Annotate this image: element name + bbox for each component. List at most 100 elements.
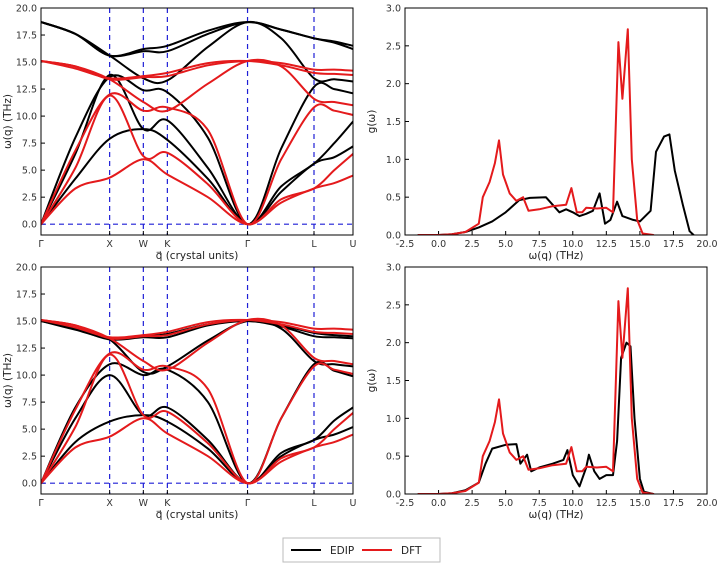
y-tick-label: 15.0 [16, 317, 37, 328]
axes-frame [40, 266, 354, 495]
edip-branch-line [41, 21, 353, 58]
x-tick-label: 0.0 [431, 498, 446, 509]
x-tick-label: 12.5 [596, 239, 617, 250]
y-axis-label: g(ω) [366, 369, 378, 393]
x-tick-label: -2.5 [396, 498, 415, 509]
panel-dispersion-bottom: 0.0 2.5 5.0 7.5 10.0 12.5 15.0 17.5 20.0 Γ X W K Γ L Uq… [2, 263, 357, 522]
edip-branch-line [41, 20, 353, 85]
x-tick-label: -2.5 [396, 239, 415, 250]
x-tick-label: W [139, 498, 149, 509]
legend: EDIP DFT [282, 537, 441, 563]
x-tick-label: 20.0 [696, 239, 717, 250]
y-tick-label: 5.0 [22, 166, 37, 177]
panel-dos-bottom: 0.00.51.01.52.02.53.0-2.5 0.0 2.5 5.0 7.5 10.… [366, 263, 718, 522]
x-tick-label: X [106, 498, 113, 509]
y-tick-label: 2.5 [22, 452, 37, 463]
y-axis-label: ω(q) (THz) [2, 94, 14, 149]
x-tick-label: 2.5 [465, 498, 480, 509]
y-tick-label: 1.0 [386, 155, 401, 166]
dft-dos-line [417, 287, 655, 494]
y-tick-label: 1.5 [386, 376, 401, 387]
x-tick-label: L [311, 239, 317, 250]
edip-branch-line [41, 73, 353, 226]
edip-dos-line [417, 341, 655, 494]
x-tick-label: U [350, 498, 357, 509]
x-axis-label: q⃗ (crystal units) [156, 250, 239, 262]
y-tick-label: 0.0 [386, 490, 401, 501]
panel-dispersion-top: 0.0 2.5 5.0 7.5 10.0 12.5 15.0 17.5 20.0 Γ X W K Γ L Uq… [2, 4, 357, 263]
legend-edip-label: EDIP [330, 545, 354, 557]
axes-frame [404, 7, 708, 236]
x-tick-label: 20.0 [696, 498, 717, 509]
dft-dos-line [417, 28, 655, 235]
x-tick-label: 12.5 [596, 498, 617, 509]
y-tick-label: 12.5 [16, 85, 37, 96]
axes-frame [40, 7, 354, 236]
y-tick-label: 0.0 [22, 479, 37, 490]
y-tick-label: 0.0 [386, 231, 401, 242]
dft-branch-line [41, 317, 353, 372]
x-tick-label: 2.5 [465, 239, 480, 250]
x-tick-label: 7.5 [532, 239, 547, 250]
dft-branch-line [41, 92, 353, 226]
x-tick-label: 7.5 [532, 498, 547, 509]
y-tick-label: 10.0 [16, 371, 37, 382]
x-axis-label: ω(q) (THz) [528, 509, 583, 521]
x-axis-label: ω(q) (THz) [528, 250, 583, 262]
y-tick-label: 7.5 [22, 139, 37, 150]
y-tick-label: 3.0 [386, 263, 401, 274]
y-tick-label: 2.5 [22, 193, 37, 204]
dft-branch-line [41, 318, 353, 339]
edip-branch-line [41, 21, 353, 58]
edip-branch-line [41, 374, 353, 485]
y-tick-label: 2.5 [386, 41, 401, 52]
dft-branch-line [41, 94, 353, 226]
x-tick-label: 10.0 [562, 498, 583, 509]
y-tick-label: 20.0 [16, 4, 37, 15]
y-tick-label: 0.0 [22, 220, 37, 231]
y-tick-label: 0.5 [386, 452, 401, 463]
x-tick-label: W [139, 239, 149, 250]
y-tick-label: 1.5 [386, 117, 401, 128]
panel-dos-top: 0.00.51.01.52.02.53.0-2.5 0.0 2.5 5.0 7.5 10.… [366, 4, 718, 263]
x-tick-label: 5.0 [498, 498, 513, 509]
y-tick-label: 3.0 [386, 4, 401, 15]
y-tick-label: 2.0 [386, 338, 401, 349]
dft-branch-line [41, 353, 353, 485]
y-tick-label: 15.0 [16, 58, 37, 69]
edip-branch-line [41, 128, 353, 226]
edip-dos-line [417, 133, 695, 235]
x-tick-label: 15.0 [629, 498, 650, 509]
x-tick-label: Γ [245, 239, 251, 250]
y-tick-label: 7.5 [22, 398, 37, 409]
x-tick-label: K [164, 239, 171, 250]
x-axis-label: q⃗ (crystal units) [156, 509, 239, 521]
dft-branch-line [41, 59, 353, 80]
x-tick-label: Γ [38, 239, 44, 250]
x-tick-label: 17.5 [663, 239, 684, 250]
x-tick-label: 15.0 [629, 239, 650, 250]
dft-branch-line [41, 351, 353, 485]
x-tick-label: 17.5 [663, 498, 684, 509]
axes-frame [404, 266, 708, 495]
x-tick-label: X [106, 239, 113, 250]
y-tick-label: 2.5 [386, 300, 401, 311]
dft-branch-line [41, 417, 353, 485]
x-tick-label: L [311, 498, 317, 509]
y-tick-label: 17.5 [16, 31, 37, 42]
y-tick-label: 17.5 [16, 290, 37, 301]
y-tick-label: 0.5 [386, 193, 401, 204]
edip-branch-line [41, 74, 353, 226]
x-tick-label: K [164, 498, 171, 509]
y-axis-label: ω(q) (THz) [2, 353, 14, 408]
y-tick-label: 20.0 [16, 263, 37, 274]
y-axis-label: g(ω) [366, 110, 378, 134]
dft-branch-line [41, 58, 353, 113]
y-tick-label: 2.0 [386, 79, 401, 90]
x-tick-label: 5.0 [498, 239, 513, 250]
y-tick-label: 10.0 [16, 112, 37, 123]
x-tick-label: 10.0 [562, 239, 583, 250]
y-tick-label: 1.0 [386, 414, 401, 425]
dft-branch-line [41, 158, 353, 226]
